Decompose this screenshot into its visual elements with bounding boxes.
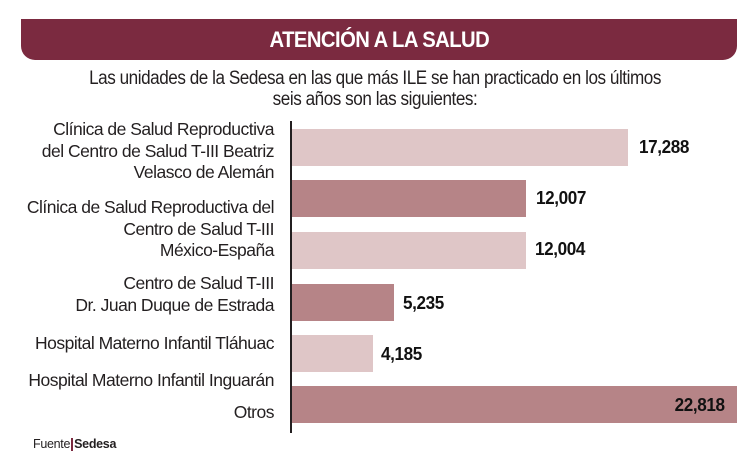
label-line: México-España xyxy=(159,240,275,260)
bar-6-value: 22,818 xyxy=(674,395,725,415)
bar-3 xyxy=(292,232,526,269)
label-line: Clínica de Salud Reproductiva del xyxy=(26,197,275,217)
label-line: Hospital Materno Infantil Inguarán xyxy=(28,370,274,390)
bar-1 xyxy=(292,129,628,166)
label-line: del Centro de Salud T-III Beatriz xyxy=(41,140,275,161)
bar-5-value: 4,185 xyxy=(381,344,422,364)
subtitle-line-1: Las unidades de la Sedesa en las que más… xyxy=(89,68,661,89)
source-footer: Fuente Sedesa xyxy=(33,437,116,451)
label-line: Otros xyxy=(233,402,275,422)
category-label-inguaran: Hospital Materno Infantil Inguarán xyxy=(28,370,274,392)
source-label: Fuente xyxy=(33,437,71,451)
bar-3-value: 12,004 xyxy=(535,239,586,259)
bar-5 xyxy=(292,335,373,372)
category-label-tlahuac: Hospital Materno Infantil Tláhuac xyxy=(34,333,275,355)
bar-4 xyxy=(292,284,394,321)
bar-2 xyxy=(292,180,526,217)
chart-subtitle: Las unidades de la Sedesa en las que más… xyxy=(0,68,750,110)
source-separator xyxy=(71,437,74,451)
header-banner: ATENCIÓN A LA SALUD xyxy=(21,19,737,60)
label-line: Centro de Salud T-III xyxy=(123,273,274,293)
bar-6 xyxy=(292,386,737,423)
source-name: Sedesa xyxy=(74,437,117,451)
chart-title: ATENCIÓN A LA SALUD xyxy=(269,26,489,52)
label-line: Centro de Salud T-III xyxy=(123,218,274,239)
label-line: Velasco de Alemán xyxy=(133,162,275,182)
subtitle-line-2: seis años son las siguientes: xyxy=(272,89,478,110)
category-label-mexico-espana: Clínica de Salud Reproductiva del Centro… xyxy=(26,197,275,262)
category-label-duque-de-estrada: Centro de Salud T-III Dr. Juan Duque de … xyxy=(75,273,274,316)
category-label-beatriz-velasco: Clínica de Salud Reproductiva del Centro… xyxy=(41,119,275,184)
bar-2-value: 12,007 xyxy=(536,188,587,208)
label-line: Hospital Materno Infantil Tláhuac xyxy=(34,333,275,353)
y-axis-line xyxy=(290,121,292,433)
bar-4-value: 5,235 xyxy=(403,293,444,313)
category-label-otros: Otros xyxy=(233,402,275,424)
bar-1-value: 17,288 xyxy=(639,137,690,157)
label-line: Clínica de Salud Reproductiva xyxy=(53,119,274,139)
label-line: Dr. Juan Duque de Estrada xyxy=(75,294,274,315)
